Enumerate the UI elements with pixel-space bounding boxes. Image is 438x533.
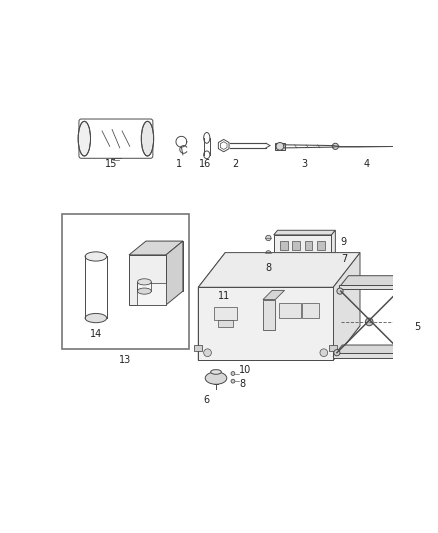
Ellipse shape	[276, 142, 284, 150]
Ellipse shape	[138, 288, 151, 294]
Circle shape	[204, 349, 212, 357]
Circle shape	[266, 251, 271, 256]
Bar	[292, 241, 300, 251]
Polygon shape	[198, 326, 360, 360]
Polygon shape	[129, 241, 183, 255]
Polygon shape	[146, 241, 183, 291]
Circle shape	[231, 379, 235, 383]
Ellipse shape	[205, 372, 227, 384]
Bar	[214, 306, 237, 320]
Polygon shape	[129, 255, 166, 305]
Bar	[194, 345, 202, 351]
Text: 11: 11	[218, 291, 230, 301]
Text: 8: 8	[239, 379, 245, 389]
Polygon shape	[333, 345, 415, 357]
Polygon shape	[166, 241, 183, 305]
Polygon shape	[263, 290, 285, 300]
Text: 16: 16	[199, 159, 212, 169]
Text: 1: 1	[176, 159, 182, 169]
Bar	[339, 285, 403, 289]
Bar	[317, 241, 325, 251]
Bar	[218, 320, 233, 327]
Polygon shape	[332, 230, 336, 256]
Text: 14: 14	[90, 329, 102, 339]
Text: 6: 6	[204, 395, 210, 405]
Polygon shape	[333, 253, 360, 360]
Bar	[302, 303, 319, 318]
Circle shape	[337, 288, 343, 294]
Circle shape	[266, 235, 271, 241]
Bar	[280, 241, 288, 251]
Circle shape	[332, 143, 339, 149]
Ellipse shape	[141, 122, 154, 156]
Circle shape	[334, 350, 340, 356]
Text: 4: 4	[363, 159, 369, 169]
Bar	[263, 300, 276, 330]
Text: 9: 9	[341, 237, 347, 247]
Text: 15: 15	[105, 159, 117, 169]
Ellipse shape	[85, 313, 107, 322]
Circle shape	[231, 372, 235, 375]
Text: 2: 2	[232, 159, 238, 169]
Circle shape	[365, 318, 373, 326]
Bar	[329, 345, 337, 351]
Ellipse shape	[138, 279, 151, 285]
Text: 13: 13	[119, 355, 131, 365]
Polygon shape	[339, 276, 412, 287]
Bar	[276, 142, 285, 150]
Text: 3: 3	[301, 159, 307, 169]
Text: 5: 5	[414, 322, 420, 332]
Bar	[279, 303, 301, 318]
Polygon shape	[198, 287, 333, 360]
Polygon shape	[137, 284, 166, 305]
Polygon shape	[198, 253, 360, 287]
Bar	[304, 241, 312, 251]
Ellipse shape	[78, 122, 91, 156]
Ellipse shape	[211, 370, 221, 374]
Text: 10: 10	[239, 366, 251, 375]
Bar	[62, 214, 189, 349]
Circle shape	[320, 349, 328, 357]
Circle shape	[400, 288, 406, 294]
Circle shape	[395, 144, 399, 149]
Circle shape	[397, 350, 403, 356]
Bar	[333, 353, 406, 358]
Polygon shape	[274, 235, 332, 256]
Ellipse shape	[85, 252, 107, 261]
Text: 8: 8	[265, 263, 272, 272]
Text: 7: 7	[341, 254, 347, 264]
Polygon shape	[274, 230, 336, 235]
Polygon shape	[198, 253, 225, 360]
